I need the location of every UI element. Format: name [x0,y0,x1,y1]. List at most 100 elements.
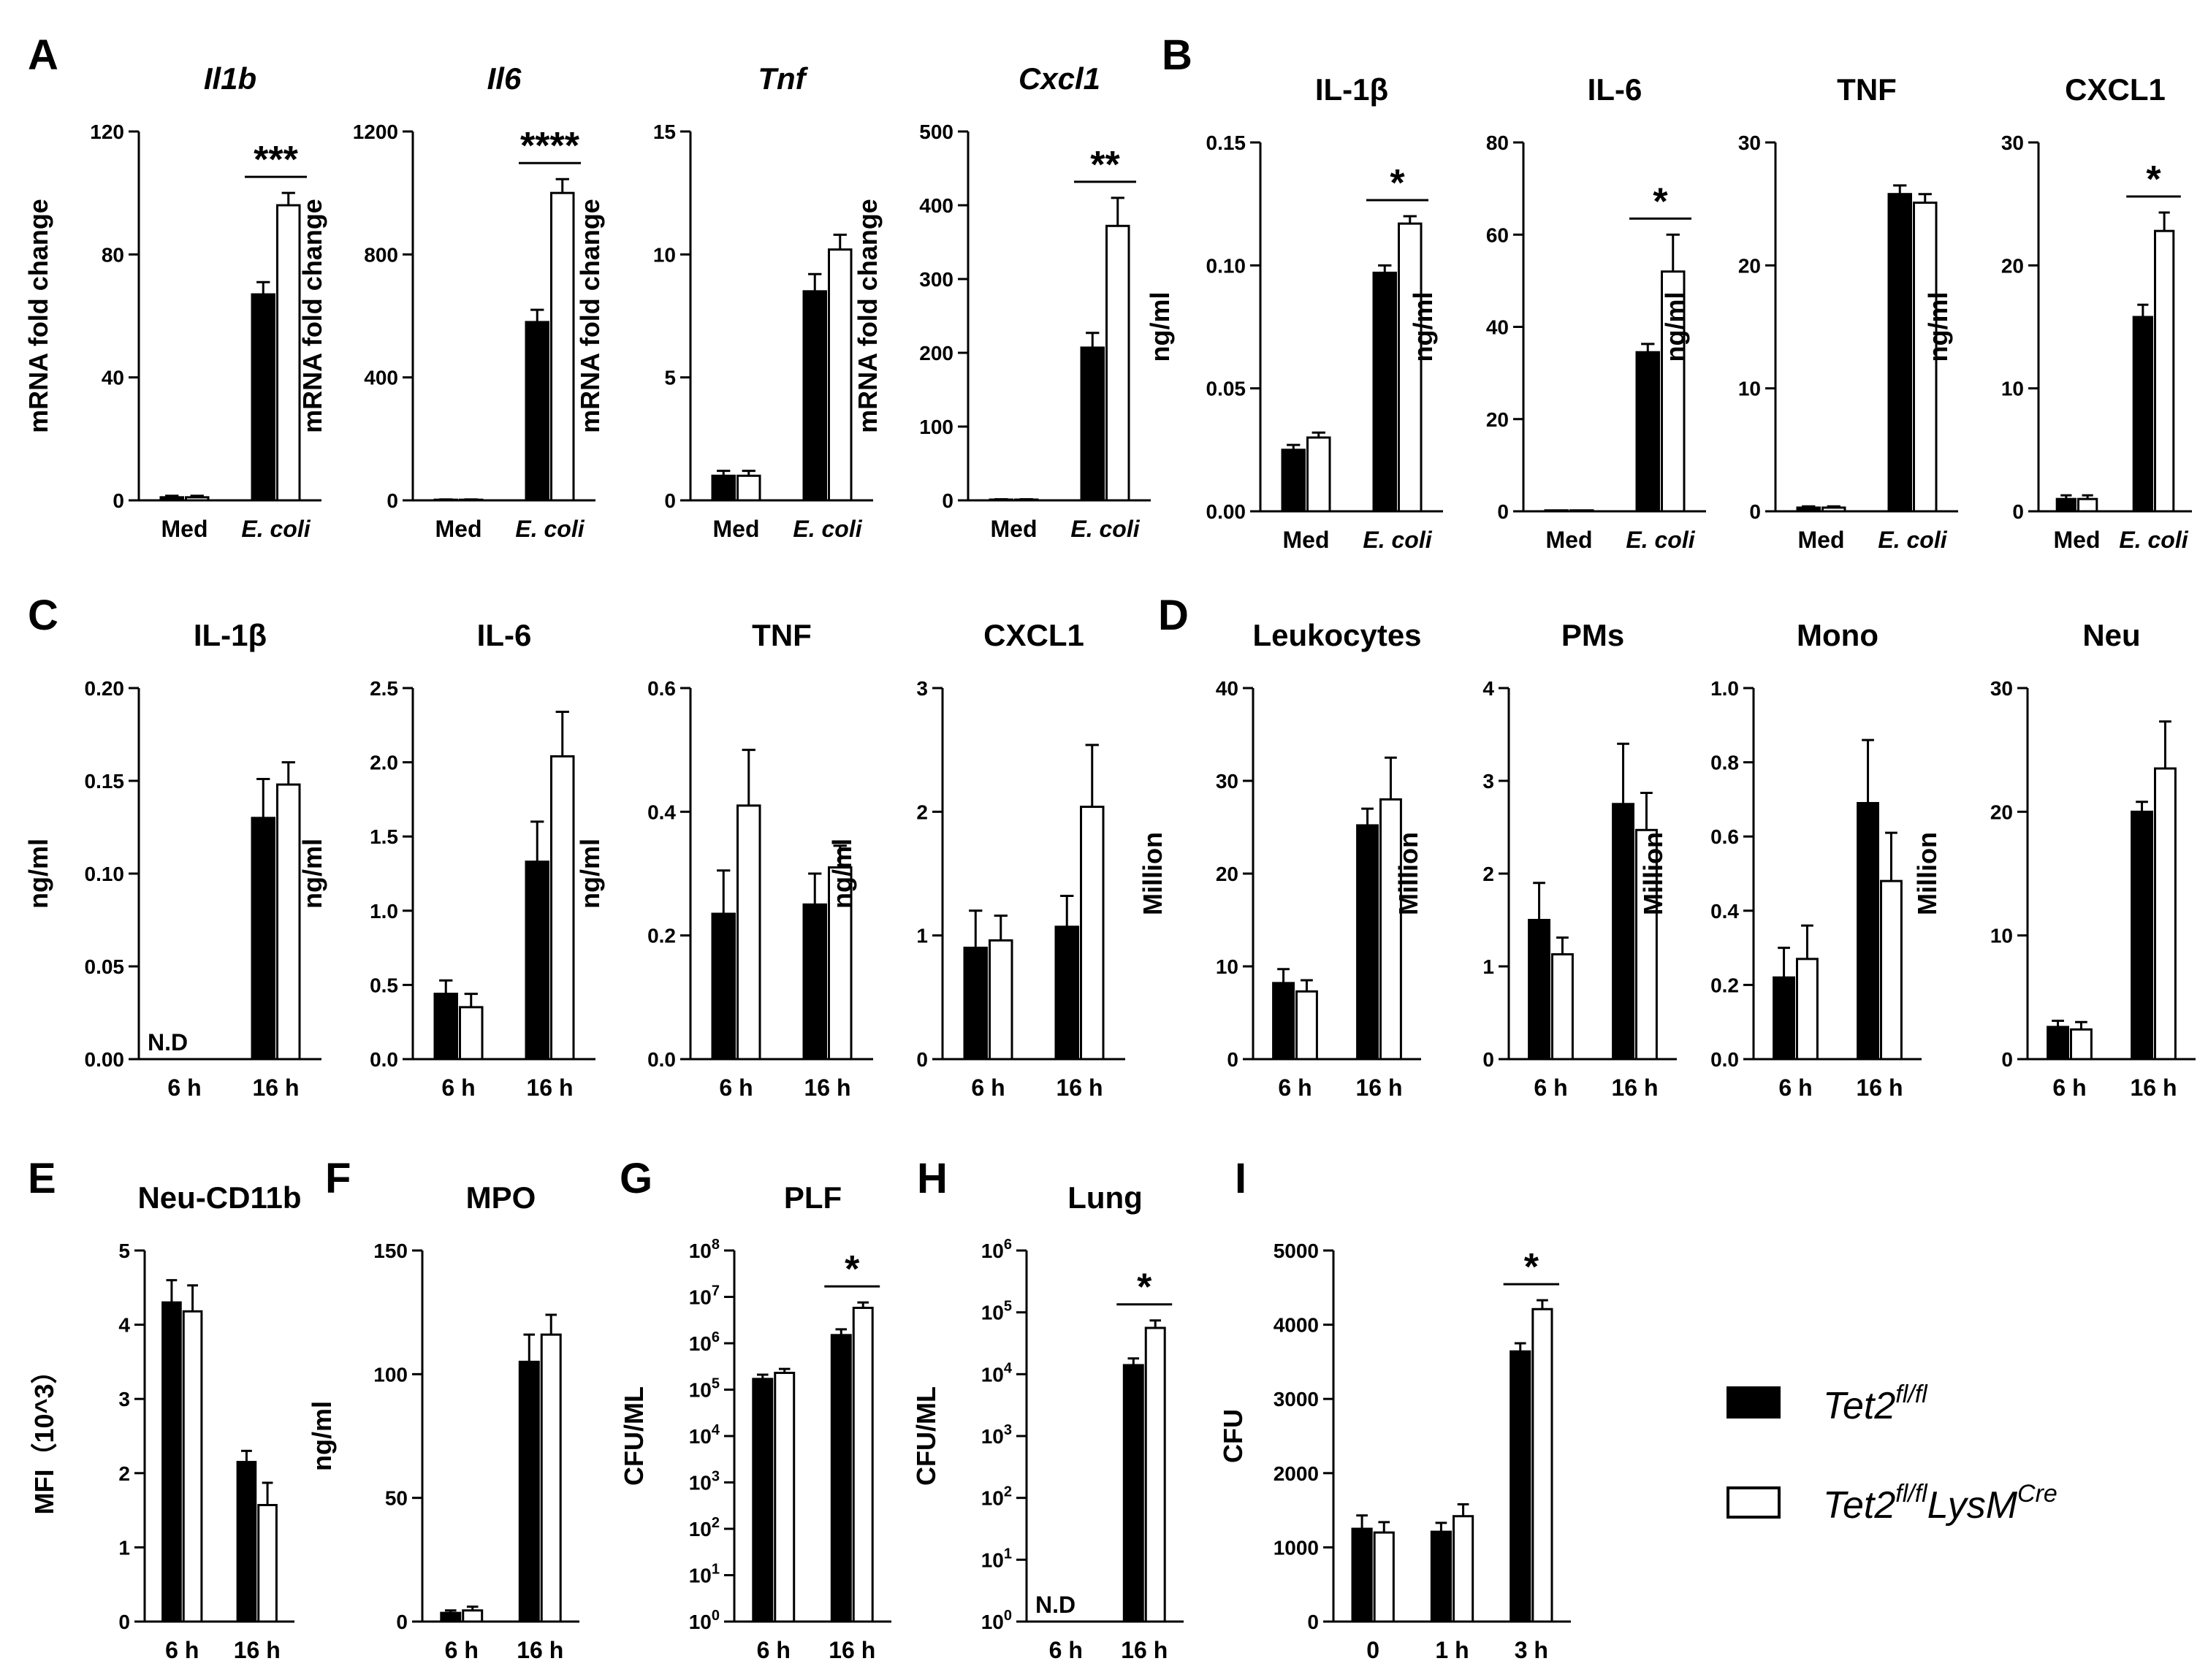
chart-title: Cxcl1 [1019,61,1100,96]
y-tick-label: 0 [2012,500,2024,523]
x-tick-label: 16 h [1056,1074,1103,1101]
bar-tet2-flfl [525,321,549,502]
panel-letter-f: F [325,1155,351,1202]
y-tick-label: 0 [118,1611,130,1633]
y-tick-label: 0.10 [1206,254,1246,277]
y-tick-label: 105 [689,1376,720,1402]
x-tick-label: 6 h [1778,1074,1812,1101]
y-tick-label: 0 [942,489,953,512]
x-tick-label: Med [2054,527,2101,553]
y-tick-label: 0.0 [647,1048,676,1071]
x-tick-label: Med [435,516,482,542]
y-tick-label: 0 [664,489,676,512]
bar-tet2-flfl-lysmcre [736,804,761,1061]
x-tick-label: 16 h [829,1637,875,1663]
x-tick-label: 6 h [441,1074,475,1101]
chart-title: MPO [466,1180,536,1215]
bar-tet2-flfl [1356,824,1379,1061]
y-axis-label: mRNA fold change [575,199,605,433]
legend-swatch-white [1727,1486,1781,1519]
y-tick-label: 50 [385,1487,408,1510]
y-tick-label: 0 [1227,1048,1238,1071]
bar-tet2-flfl-lysmcre [1551,952,1574,1061]
y-tick-label: 40 [1216,677,1238,700]
bar-tet2-flfl-lysmcre [1453,1515,1474,1623]
bar-tet2-flfl [1857,801,1880,1061]
bar-tet2-flfl [2047,1026,2070,1061]
bar-tet2-flfl [1773,976,1796,1061]
y-tick-label: 0 [387,489,398,512]
bar-tet2-flfl [1080,346,1105,502]
chart-title: Neu-CD11b [137,1180,301,1215]
y-axis-label: CFU/ML [619,1386,649,1486]
y-tick-label: 0.00 [1206,500,1246,523]
legend-label-sup: fl/fl [1895,1480,1928,1508]
chart-b4: CXCL1 0 10 20 30 ng/ml Med E. coli * [1923,72,2192,553]
bar-tet2-flfl [1528,919,1551,1061]
significance-marker: *** [254,139,298,181]
bar-tet2-flfl [1796,506,1821,513]
bar-tet2-flfl-lysmcre [185,496,210,502]
y-axis-label: mRNA fold change [853,199,883,433]
chart-c2: IL-6 0.0 0.5 1.0 1.5 2.0 2.5 ng/ml 6 h 16 h [297,618,595,1101]
y-tick-label: 0 [1497,500,1509,523]
panel-letter-i: I [1235,1155,1246,1202]
y-tick-label: 0 [1749,500,1761,523]
y-tick-label: 5 [664,367,676,389]
y-tick-label: 0.4 [1710,900,1739,923]
x-tick-label: 3 h [1515,1637,1548,1663]
bar-tet2-flfl [830,1334,852,1623]
significance-marker: **** [520,125,580,167]
legend-swatch-black [1727,1386,1781,1419]
x-tick-label: 6 h [1534,1074,1567,1101]
y-tick-label: 1000 [1274,1536,1319,1559]
bar-tet2-flfl [1281,448,1306,513]
y-axis-label: ng/ml [1408,292,1438,362]
y-tick-label: 0 [916,1048,928,1071]
panel-letter-h: H [917,1155,948,1202]
x-tick-label: E. coli [1626,527,1695,553]
y-axis-label: ng/ml [1923,292,1953,362]
y-axis-label: CFU [1218,1409,1248,1463]
y-tick-label: 0.15 [85,770,125,793]
x-tick-label: 6 h [1049,1637,1083,1663]
x-tick-label: 6 h [757,1637,791,1663]
bar-tet2-flfl-lysmcre [736,474,761,502]
bar-tet2-flfl-lysmcre [2077,497,2098,513]
y-tick-label: 500 [919,121,953,143]
y-axis-label: ng/ml [307,1401,337,1471]
bar-tet2-flfl-lysmcre [989,939,1013,1061]
significance-marker: * [1137,1267,1152,1309]
significance-marker: * [1390,162,1405,205]
y-tick-label: 0.20 [85,677,125,700]
x-tick-label: 16 h [1611,1074,1658,1101]
chart-title: PLF [784,1180,842,1215]
bar-tet2-flfl [251,293,275,502]
y-tick-label: 1200 [353,121,398,143]
bar-tet2-flfl-lysmcre [2154,229,2175,513]
significance-marker: * [2146,159,2161,201]
bar-tet2-flfl-lysmcre [1105,224,1130,502]
y-tick-label: 1 [916,925,928,947]
y-tick-label: 20 [1486,408,1509,431]
y-tick-label: 3 [1482,770,1494,793]
x-tick-label: E. coli [515,516,585,542]
chart-i: I 0 1000 2000 3000 4000 5000 CFU 0 1 h 3 h * [1218,1155,1571,1663]
significance-marker: * [1653,180,1668,223]
bar-tet2-flfl [1887,193,1912,513]
panel-letter-e: E [28,1155,56,1202]
y-tick-label: 5000 [1274,1240,1319,1262]
y-tick-label: 40 [102,367,124,389]
bar-tet2-flfl-lysmcre [459,1006,484,1061]
bar-tet2-flfl-lysmcre [276,204,301,502]
chart-title: Tnf [758,61,808,96]
chart-title: IL-1β [194,618,267,652]
y-tick-label: 20 [1990,801,2013,823]
x-tick-label: E. coli [241,516,311,542]
not-determined-label: N.D [1035,1592,1076,1618]
y-tick-label: 0.2 [1710,974,1739,996]
chart-b3: TNF 0 10 20 30 ng/ml Med E. coli [1660,72,1958,553]
bar-tet2-flfl [518,1360,540,1623]
legend-label-name: Tet2 [1823,1385,1895,1427]
